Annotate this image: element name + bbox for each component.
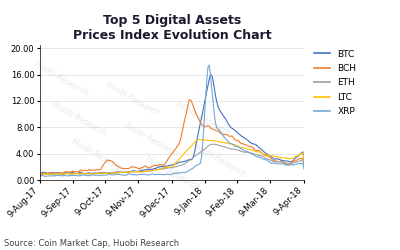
BTC [126, 170, 131, 173]
Text: Huobi Research: Huobi Research [122, 120, 179, 158]
Line: XRP: XRP [40, 65, 304, 177]
BCH [156, 164, 161, 166]
LTC [302, 158, 306, 161]
BCH [290, 161, 294, 164]
BCH [126, 167, 131, 170]
BTC [209, 73, 214, 76]
ETH [156, 168, 161, 171]
ETH [38, 175, 42, 178]
Text: Huobi Research: Huobi Research [191, 141, 248, 179]
BCH [38, 174, 42, 177]
BCH [164, 160, 169, 163]
Line: ETH: ETH [40, 144, 304, 177]
LTC [126, 171, 131, 174]
Legend: BTC, BCH, ETH, LTC, XRP: BTC, BCH, ETH, LTC, XRP [314, 50, 356, 116]
BTC [302, 157, 306, 160]
LTC [53, 172, 58, 176]
XRP [156, 173, 161, 176]
LTC [290, 157, 294, 160]
ETH [290, 162, 294, 165]
BTC [156, 166, 161, 168]
LTC [156, 168, 161, 171]
XRP [185, 170, 190, 173]
BTC [53, 172, 58, 174]
Text: Huobi Research: Huobi Research [70, 137, 126, 175]
LTC [197, 138, 202, 141]
ETH [185, 160, 190, 164]
XRP [126, 172, 131, 175]
Text: Huobi Research: Huobi Research [144, 154, 200, 192]
Line: BTC: BTC [40, 75, 304, 176]
LTC [164, 166, 169, 169]
Text: Huobi Research: Huobi Research [104, 80, 161, 118]
ETH [53, 172, 58, 176]
ETH [164, 167, 169, 170]
BTC [164, 165, 169, 168]
ETH [211, 143, 216, 146]
Text: Source: Coin Market Cap, Huobi Research: Source: Coin Market Cap, Huobi Research [4, 238, 179, 248]
Text: Huobi Research: Huobi Research [51, 100, 108, 138]
XRP [53, 174, 58, 177]
LTC [38, 176, 42, 178]
Title: Top 5 Digital Assets
Prices Index Evolution Chart: Top 5 Digital Assets Prices Index Evolut… [73, 14, 271, 42]
Line: BCH: BCH [40, 100, 304, 176]
BTC [185, 159, 190, 162]
XRP [290, 163, 294, 166]
BCH [187, 98, 192, 101]
XRP [164, 173, 169, 176]
BCH [185, 107, 190, 110]
ETH [302, 163, 306, 166]
BCH [53, 172, 58, 176]
LTC [185, 149, 190, 152]
BCH [302, 164, 306, 167]
Text: Huobi Research: Huobi Research [175, 100, 232, 138]
XRP [38, 176, 42, 178]
XRP [302, 168, 306, 170]
BTC [290, 160, 294, 163]
ETH [126, 170, 131, 173]
Line: LTC: LTC [40, 140, 304, 177]
BTC [38, 175, 42, 178]
Text: Huobi Research: Huobi Research [33, 60, 90, 98]
XRP [207, 64, 212, 66]
